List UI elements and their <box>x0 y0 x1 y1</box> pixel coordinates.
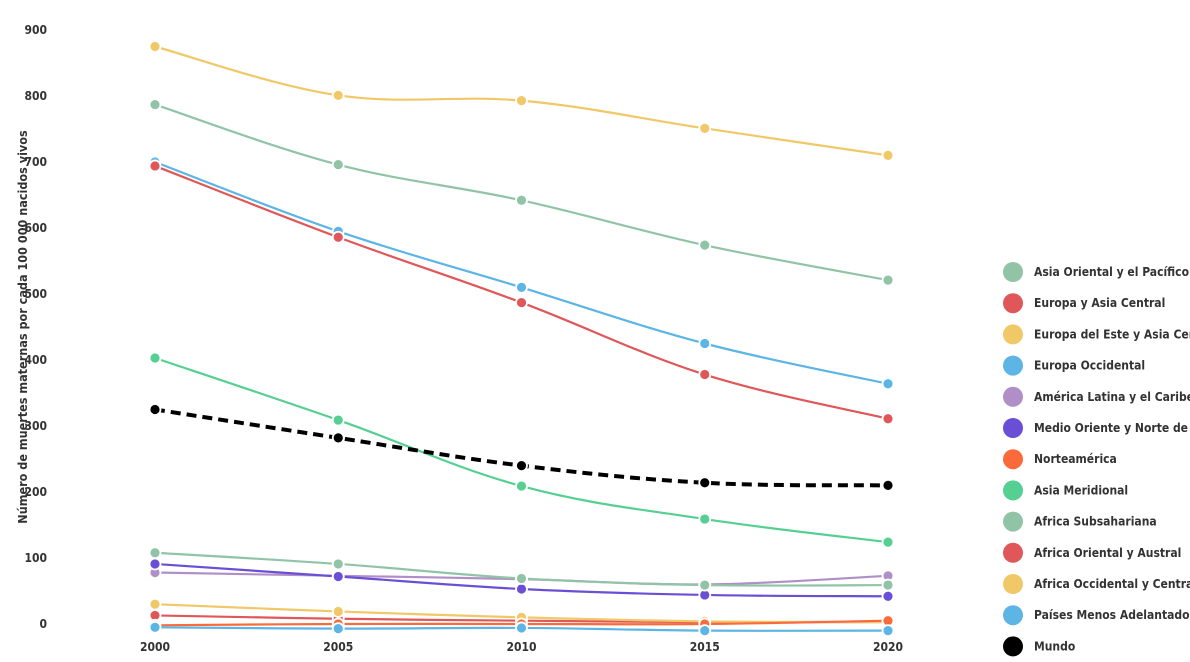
y-tick-label: 500 <box>24 287 47 301</box>
data-point <box>698 337 712 350</box>
legend-swatch <box>1003 449 1023 470</box>
legend-label: Africa Subsahariana <box>1034 515 1157 529</box>
series-line <box>154 407 889 488</box>
data-point <box>515 479 528 493</box>
data-point <box>698 624 712 637</box>
y-tick-label: 0 <box>39 617 47 631</box>
data-point <box>148 40 162 53</box>
legend-swatch <box>1003 480 1023 501</box>
data-point <box>515 582 528 596</box>
legend-swatch <box>1003 386 1023 407</box>
y-tick-label: 100 <box>24 551 47 565</box>
legend-label: Africa Oriental y Austral <box>1034 546 1181 560</box>
data-point <box>515 621 528 635</box>
x-tick-label: 2015 <box>690 640 720 654</box>
data-point <box>331 570 345 583</box>
data-point <box>515 193 528 207</box>
y-axis-ticks: 0 100 200 300 400 500 600 700 800 900 <box>24 23 47 631</box>
data-point <box>331 88 345 102</box>
legend-swatch <box>1003 542 1023 563</box>
x-tick-label: 2010 <box>506 640 536 654</box>
data-point <box>698 368 712 381</box>
data-point <box>515 296 528 309</box>
series-line <box>154 356 889 544</box>
data-point <box>331 431 345 445</box>
y-tick-label: 300 <box>24 419 47 433</box>
data-point <box>148 403 162 416</box>
legend-label: Mundo <box>1034 639 1075 653</box>
data-point <box>881 578 895 592</box>
x-tick-label: 2020 <box>873 640 903 654</box>
data-point <box>881 148 895 162</box>
data-point <box>881 273 895 287</box>
data-point <box>881 535 895 549</box>
data-point <box>331 158 345 172</box>
legend-label: Europa Occidental <box>1034 359 1145 373</box>
data-point <box>698 578 712 592</box>
data-point <box>881 478 895 492</box>
data-point <box>148 546 162 560</box>
legend-swatch <box>1003 636 1023 657</box>
legend-label: Europa y Asia Central <box>1034 296 1165 310</box>
y-tick-label: 700 <box>24 155 47 169</box>
legend-label: Países Menos Adelantados <box>1034 608 1190 622</box>
data-point <box>331 605 345 618</box>
y-tick-label: 800 <box>24 89 47 103</box>
x-tick-label: 2005 <box>323 640 353 654</box>
y-axis-title-group: Número de muertes maternas por cada 100 … <box>15 130 30 524</box>
legend-label: Europa del Este y Asia Central <box>1034 327 1190 341</box>
data-point <box>515 572 528 585</box>
data-point <box>331 557 345 571</box>
legend-label: Norteamérica <box>1034 452 1117 466</box>
legend-swatch <box>1003 605 1023 626</box>
series-lines <box>154 45 889 632</box>
x-axis-ticks: 2000 2005 2010 2015 2020 <box>140 640 903 654</box>
data-point <box>148 351 162 365</box>
data-point <box>331 230 345 244</box>
data-point <box>515 459 528 473</box>
data-point <box>698 121 712 135</box>
data-point <box>148 597 162 611</box>
data-point <box>148 620 162 634</box>
legend-swatch <box>1003 262 1023 282</box>
series-points <box>148 40 895 637</box>
legend-label: Medio Oriente y Norte de África <box>1034 420 1190 435</box>
legend-swatch <box>1003 511 1023 532</box>
legend-swatch <box>1003 355 1023 376</box>
y-tick-label: 200 <box>24 485 47 499</box>
x-tick-label: 2000 <box>140 640 170 654</box>
data-point <box>881 412 895 426</box>
legend-swatch <box>1003 418 1023 438</box>
data-point <box>698 238 712 252</box>
data-point <box>881 589 895 603</box>
y-tick-label: 900 <box>24 23 47 37</box>
legend-label: Asia Meridional <box>1034 483 1128 497</box>
data-point <box>148 98 162 111</box>
data-point <box>515 94 528 108</box>
data-point <box>698 512 712 526</box>
series-line <box>154 103 889 282</box>
y-tick-label: 400 <box>24 353 47 367</box>
data-point <box>698 476 712 490</box>
data-point <box>881 377 895 391</box>
legend-swatch <box>1003 324 1023 345</box>
legend: Asia Oriental y el Pacífico Europa y Asia… <box>1003 262 1190 657</box>
data-point <box>331 622 345 636</box>
legend-label: Africa Occidental y Central <box>1034 577 1190 591</box>
y-axis-title: Número de muertes maternas por cada 100 … <box>15 130 30 524</box>
data-point <box>881 624 895 637</box>
data-point <box>515 280 528 294</box>
legend-swatch <box>1003 293 1023 314</box>
data-point <box>148 159 162 173</box>
legend-label: América Latina y el Caribe <box>1034 390 1190 404</box>
data-point <box>331 413 345 427</box>
legend-label: Asia Oriental y el Pacífico <box>1034 265 1189 279</box>
y-tick-label: 600 <box>24 221 47 235</box>
legend-swatch <box>1003 574 1023 594</box>
data-point <box>148 557 162 571</box>
